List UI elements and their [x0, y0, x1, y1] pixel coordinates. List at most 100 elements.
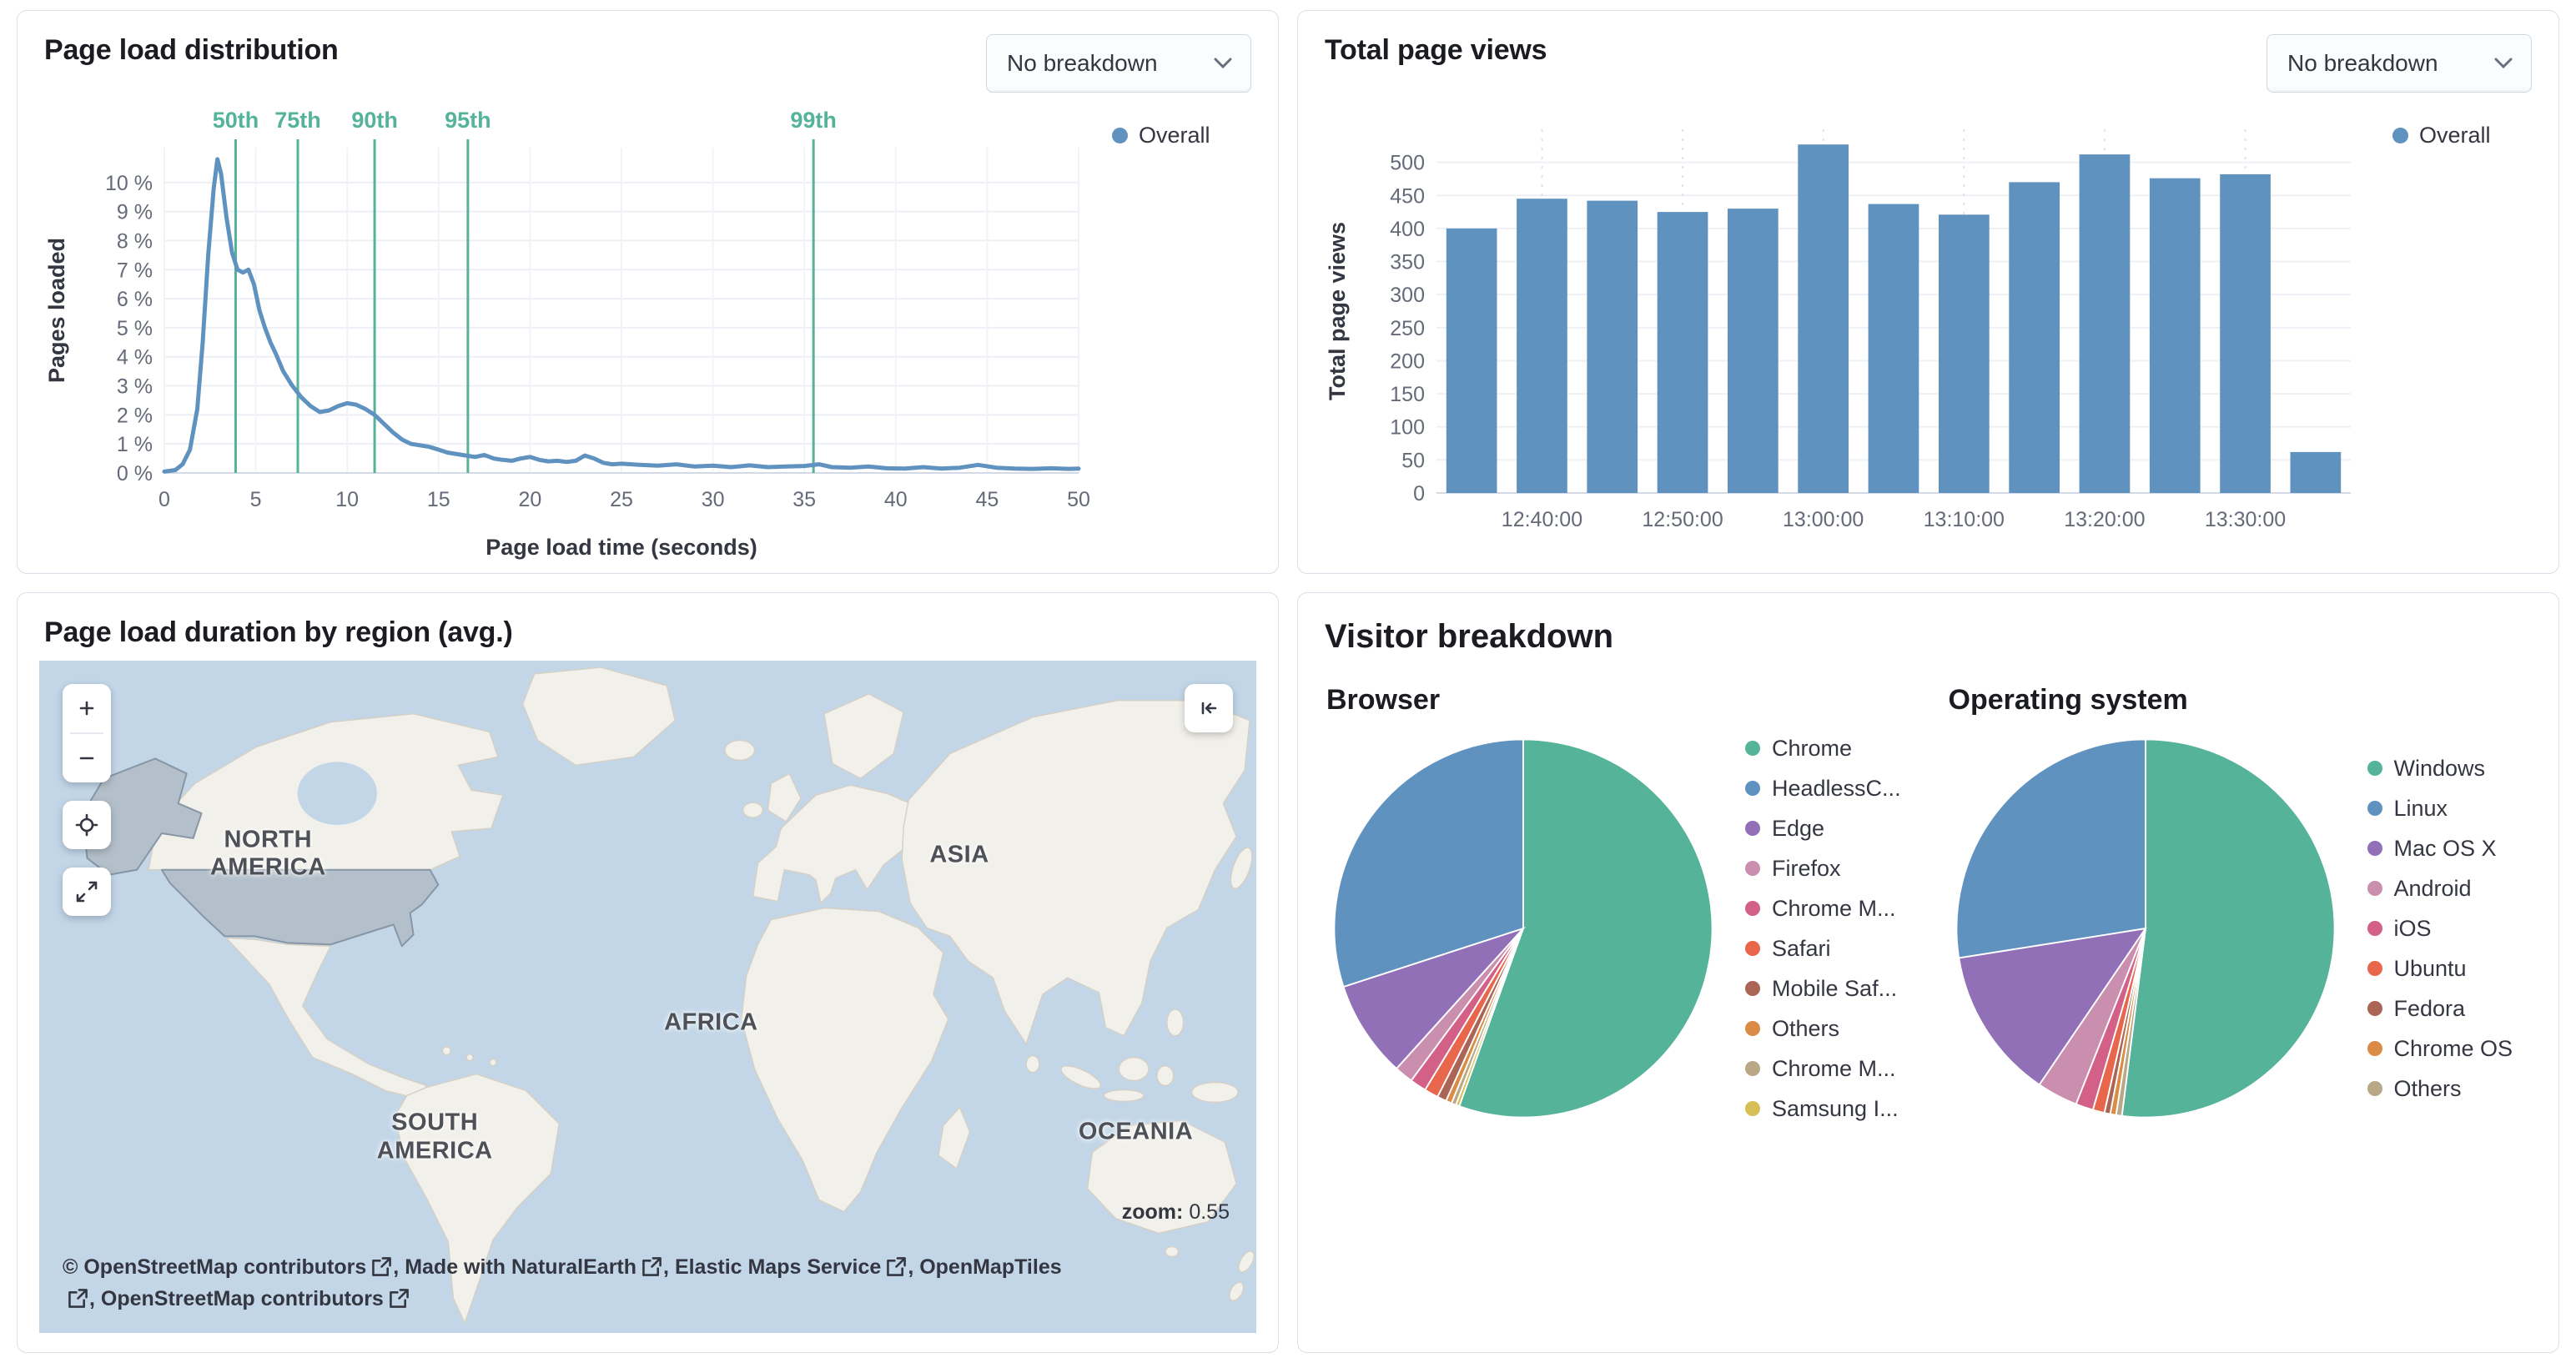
- legend-item[interactable]: HeadlessC...: [1745, 776, 1901, 802]
- world-map[interactable]: NORTH AMERICA SOUTH AMERICA AFRICA ASIA …: [39, 661, 1256, 1333]
- bar-13:35:00[interactable]: [2290, 451, 2342, 493]
- bar-13:10:00[interactable]: [1939, 214, 1990, 493]
- zoom-out-button[interactable]: [63, 734, 111, 782]
- legend-item[interactable]: Firefox: [1745, 856, 1901, 882]
- legend-item[interactable]: Ubuntu: [2367, 956, 2513, 982]
- legend-label: Ubuntu: [2393, 955, 2467, 981]
- legend-item[interactable]: Edge: [1745, 816, 1901, 842]
- legend-label: Others: [1772, 1015, 1840, 1041]
- bar-12:55:00[interactable]: [1728, 209, 1779, 493]
- svg-text:0: 0: [158, 488, 170, 511]
- zoom-in-button[interactable]: [63, 684, 111, 732]
- bar-12:35:00[interactable]: [1446, 228, 1497, 493]
- pie-slice-Edge[interactable]: [1342, 926, 1527, 1070]
- bar-13:30:00[interactable]: [2220, 174, 2271, 493]
- crosshair-icon: [75, 813, 98, 837]
- geo-label-asia: ASIA: [929, 841, 989, 868]
- legend-item[interactable]: Safari: [1745, 936, 1901, 962]
- legend-item-overall[interactable]: Overall: [2392, 123, 2537, 148]
- load-dist-line[interactable]: [162, 157, 1081, 474]
- svg-text:200: 200: [1390, 350, 1425, 373]
- svg-text:99th: 99th: [790, 108, 837, 133]
- divider: [70, 732, 103, 734]
- map-attribution-link[interactable]: OpenMapTiles: [919, 1255, 1062, 1279]
- legend-dot: [1745, 1021, 1760, 1036]
- os-pie-chart[interactable]: [1947, 730, 2344, 1127]
- legend-label: Safari: [1772, 935, 1831, 961]
- legend-item-overall[interactable]: Overall: [1112, 123, 1256, 148]
- legend-item[interactable]: Samsung I...: [1745, 1096, 1901, 1122]
- legend-item[interactable]: Android: [2367, 876, 2513, 902]
- map-attribution-link[interactable]: © OpenStreetMap contributors: [63, 1255, 367, 1279]
- svg-text:10 %: 10 %: [105, 172, 153, 195]
- legend-label: Windows: [2393, 755, 2486, 781]
- os-subtitle: Operating system: [1948, 684, 2188, 716]
- bar-13:15:00[interactable]: [2009, 182, 2060, 493]
- legend-item[interactable]: iOS: [2367, 916, 2513, 942]
- iceland: [724, 739, 756, 762]
- external-link-icon[interactable]: [642, 1257, 662, 1276]
- breakdown-select[interactable]: No breakdown: [2267, 34, 2532, 93]
- svg-text:50th: 50th: [213, 108, 259, 133]
- os-pie-legend: Windows Linux Mac OS X Android iOS Ubuntu Fedo…: [2367, 756, 2513, 1102]
- breakdown-select-value: No breakdown: [2287, 50, 2438, 76]
- chart-legend: Overall: [1107, 99, 1256, 148]
- asia: [901, 700, 1250, 1045]
- zoom-value: 0.55: [1189, 1200, 1230, 1224]
- os-pie-row: Windows Linux Mac OS X Android iOS Ubuntu Fedo…: [1947, 730, 2533, 1127]
- collapse-legend-button[interactable]: [1185, 684, 1233, 732]
- legend-dot: [1745, 941, 1760, 956]
- legend-item[interactable]: Others: [1745, 1016, 1901, 1042]
- legend-item[interactable]: Chrome M...: [1745, 1056, 1901, 1082]
- contiguous-us: [160, 868, 440, 948]
- legend-item[interactable]: Linux: [2367, 796, 2513, 822]
- set-view-button[interactable]: [63, 801, 111, 849]
- bar-12:40:00[interactable]: [1517, 199, 1567, 493]
- legend-item[interactable]: Chrome M...: [1745, 896, 1901, 922]
- panel-visitor-breakdown: Visitor breakdown Browser Chrome Headless…: [1297, 592, 2559, 1353]
- legend-item[interactable]: Mobile Saf...: [1745, 976, 1901, 1002]
- gridlines: [164, 148, 1079, 474]
- map-attribution-link[interactable]: OpenStreetMap contributors: [100, 1286, 384, 1310]
- pie-slice-HeadlessC...[interactable]: [1333, 738, 1524, 988]
- pie-slice-Chrome[interactable]: [1458, 738, 1713, 1119]
- breakdown-select[interactable]: No breakdown: [986, 34, 1251, 93]
- pie-slice-Windows[interactable]: [2121, 738, 2336, 1119]
- legend-item[interactable]: Fedora: [2367, 996, 2513, 1022]
- new-zealand: [1228, 1281, 1245, 1301]
- svg-text:25: 25: [610, 488, 633, 511]
- legend-dot: [1745, 1061, 1760, 1076]
- plus-icon: [79, 701, 94, 716]
- external-link-icon[interactable]: [887, 1257, 907, 1276]
- bar-13:00:00[interactable]: [1798, 144, 1849, 493]
- external-link-icon[interactable]: [68, 1288, 88, 1308]
- x-axis-labels: 0 5 10 15 20 25 30 35 40 45 50: [158, 488, 1090, 511]
- map-attribution-link[interactable]: Elastic Maps Service: [674, 1255, 882, 1279]
- bar-13:05:00[interactable]: [1868, 204, 1919, 493]
- legend-label: Edge: [1772, 815, 1825, 841]
- legend-item[interactable]: Others: [2367, 1076, 2513, 1102]
- pie-slice-Mac OS X[interactable]: [1957, 927, 2147, 1086]
- legend-item[interactable]: Chrome: [1745, 736, 1901, 762]
- legend-item[interactable]: Windows: [2367, 756, 2513, 782]
- external-link-icon[interactable]: [389, 1288, 409, 1308]
- external-link-icon[interactable]: [372, 1257, 392, 1276]
- bar-12:50:00[interactable]: [1657, 212, 1708, 493]
- world-map-canvas[interactable]: [39, 661, 1256, 1333]
- map-attribution-link[interactable]: Made with NaturalEarth: [405, 1255, 637, 1279]
- landmasses: [148, 666, 1255, 1324]
- legend-item[interactable]: Chrome OS: [2367, 1036, 2513, 1062]
- legend-label: Overall: [1139, 123, 1210, 148]
- page-load-distribution-chart[interactable]: 0 % 1 % 2 % 3 % 4 % 5 % 6 % 7 % 8 % 9 % 10 % 0 5 10 15…: [39, 99, 1107, 566]
- browser-pie-chart[interactable]: [1325, 730, 1722, 1127]
- bar-13:25:00[interactable]: [2149, 178, 2201, 493]
- fit-to-data-button[interactable]: [63, 868, 111, 916]
- bar-13:20:00[interactable]: [2079, 154, 2131, 493]
- svg-text:450: 450: [1390, 184, 1425, 208]
- highlighted-region-united-states[interactable]: [81, 757, 440, 948]
- bar-12:45:00[interactable]: [1587, 200, 1638, 493]
- pie-slice-Linux[interactable]: [1955, 738, 2146, 959]
- legend-item[interactable]: Mac OS X: [2367, 836, 2513, 862]
